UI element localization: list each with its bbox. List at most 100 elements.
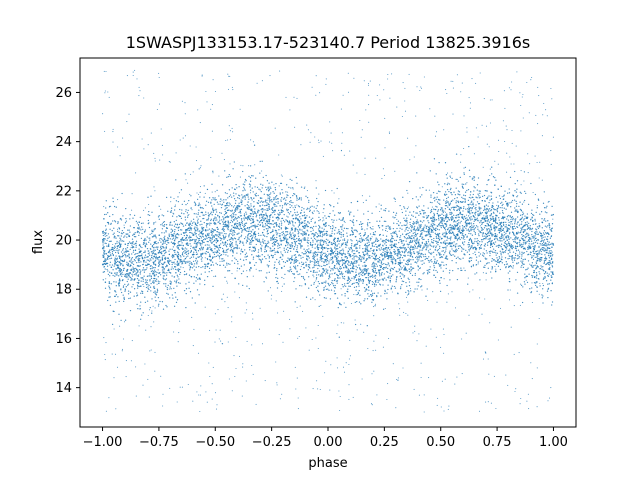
- data-point: [505, 242, 507, 245]
- data-point: [401, 242, 403, 244]
- data-point: [482, 221, 485, 224]
- data-point: [209, 246, 211, 248]
- data-point: [507, 214, 509, 217]
- data-point: [417, 199, 419, 201]
- data-point: [255, 213, 258, 215]
- data-point: [109, 296, 111, 298]
- data-point: [280, 222, 283, 224]
- data-point: [346, 267, 348, 269]
- data-point: [437, 244, 439, 246]
- data-point: [382, 229, 384, 231]
- data-point: [406, 260, 408, 262]
- data-point: [356, 293, 359, 296]
- data-point: [393, 222, 395, 224]
- data-point: [300, 275, 303, 278]
- data-point: [156, 271, 158, 274]
- data-point: [171, 238, 174, 240]
- data-point: [412, 232, 414, 234]
- data-point: [440, 267, 442, 269]
- data-point: [414, 225, 416, 228]
- data-point: [105, 232, 107, 234]
- data-point: [489, 239, 491, 241]
- data-point: [337, 237, 339, 239]
- data-point: [496, 237, 498, 240]
- data-point: [166, 292, 168, 295]
- data-point: [297, 260, 299, 262]
- data-point: [296, 229, 299, 231]
- data-point: [519, 208, 522, 211]
- data-point: [227, 263, 230, 265]
- data-point: [128, 257, 130, 259]
- data-point: [248, 198, 250, 200]
- data-point: [309, 267, 311, 269]
- data-point: [432, 246, 435, 248]
- data-point: [551, 255, 553, 257]
- data-point: [151, 267, 153, 270]
- data-point: [480, 243, 483, 246]
- data-point: [441, 250, 443, 252]
- data-point: [373, 245, 375, 248]
- data-point: [176, 237, 179, 239]
- data-point: [498, 239, 500, 242]
- data-point: [360, 241, 362, 244]
- data-point: [123, 260, 125, 263]
- data-point: [363, 213, 365, 215]
- data-point: [503, 251, 505, 253]
- data-point: [274, 251, 276, 253]
- data-point: [189, 238, 191, 241]
- data-point: [324, 260, 326, 262]
- data-point: [113, 205, 116, 208]
- data-point: [436, 228, 439, 230]
- data-point: [448, 272, 451, 274]
- data-point: [501, 217, 503, 220]
- data-point: [163, 225, 165, 228]
- data-point: [533, 235, 535, 237]
- data-point: [173, 249, 175, 252]
- data-point: [268, 242, 270, 244]
- data-point: [488, 208, 491, 210]
- data-point: [199, 191, 201, 194]
- data-point: [132, 283, 134, 286]
- data-point: [195, 235, 198, 237]
- data-point: [158, 252, 160, 254]
- data-point: [153, 223, 155, 225]
- data-point: [352, 263, 354, 265]
- data-point: [518, 256, 521, 258]
- data-point: [317, 200, 319, 203]
- data-point: [327, 239, 329, 241]
- data-point: [360, 256, 362, 258]
- data-point: [510, 217, 513, 219]
- data-point: [164, 252, 166, 255]
- data-point: [248, 208, 250, 210]
- data-point: [343, 227, 346, 229]
- data-point: [134, 253, 136, 256]
- data-point: [315, 225, 317, 228]
- data-point: [294, 205, 296, 207]
- data-point: [386, 251, 388, 253]
- data-point: [521, 261, 523, 264]
- data-point: [526, 228, 528, 230]
- data-point: [212, 256, 214, 258]
- data-point: [322, 234, 324, 236]
- data-point: [505, 246, 507, 249]
- data-point: [338, 243, 340, 245]
- data-point: [240, 265, 243, 267]
- data-point: [158, 263, 161, 266]
- data-point: [188, 264, 190, 266]
- data-point: [270, 239, 272, 241]
- data-point: [527, 260, 530, 262]
- data-point: [286, 208, 288, 210]
- data-point: [229, 210, 232, 212]
- data-point: [471, 200, 473, 202]
- data-point: [342, 219, 344, 221]
- data-point: [490, 213, 493, 215]
- data-point: [114, 257, 116, 259]
- data-point: [329, 259, 331, 261]
- data-point: [260, 260, 262, 263]
- data-point: [179, 258, 181, 261]
- data-point: [250, 197, 252, 199]
- data-point: [191, 232, 193, 234]
- data-point: [140, 229, 142, 231]
- data-point: [537, 277, 539, 280]
- data-point: [496, 257, 498, 259]
